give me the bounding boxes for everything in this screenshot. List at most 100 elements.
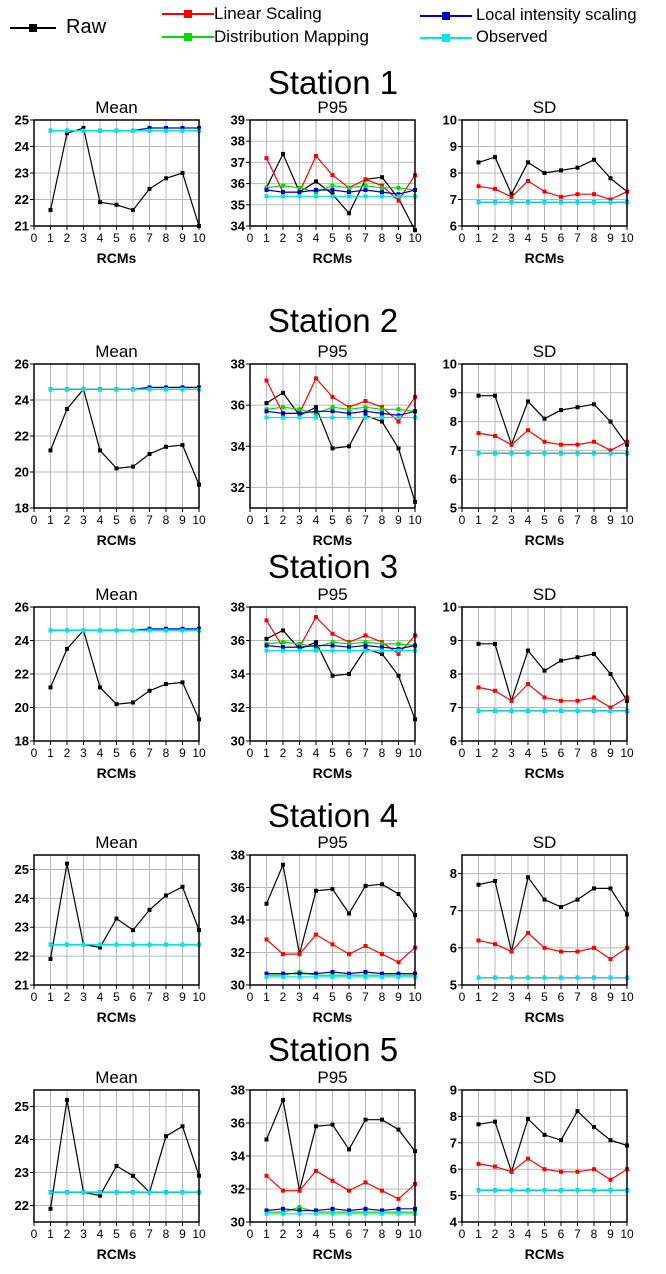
data-point-local-intensity-scaling [314,187,318,192]
data-point-local-intensity-scaling [347,971,351,976]
x-tick-label: 1 [47,990,54,1004]
series-line-raw [478,156,628,196]
data-point-raw [592,651,596,656]
data-point-raw [131,928,135,933]
x-tick-label: 8 [591,513,598,527]
data-point-linear-scaling [526,428,530,433]
y-tick-label: 39 [231,113,245,128]
x-tick-label: 7 [362,990,369,1004]
data-point-observed [509,451,514,456]
x-tick-label: 4 [313,231,320,245]
data-point-local-intensity-scaling [297,1208,302,1213]
data-point-observed [526,975,530,980]
data-point-raw [542,171,547,175]
data-point-linear-scaling [559,194,563,199]
x-tick-label: 6 [130,1227,137,1241]
x-tick-label: 7 [362,1227,369,1241]
x-tick-label: 2 [280,746,287,760]
data-point-linear-scaling [509,194,514,199]
data-point-linear-scaling [380,405,384,410]
data-point-local-intensity-scaling [347,645,351,650]
data-point-observed [526,1188,530,1193]
x-tick-label: 0 [247,1227,254,1241]
x-tick-label: 3 [80,990,87,1004]
data-point-raw [396,1127,401,1132]
data-point-observed [264,415,269,420]
x-tick-label: 8 [163,1227,170,1241]
data-point-observed [281,648,285,653]
data-point-observed [297,415,302,420]
data-point-linear-scaling [363,944,368,948]
data-point-observed [180,387,185,392]
data-point-distribution-mapping [396,185,401,190]
legend-marker-observed [442,34,450,42]
data-point-linear-scaling [363,177,368,182]
data-point-linear-scaling [526,682,530,687]
x-tick-label: 2 [280,1227,287,1241]
series-line-raw [49,1099,200,1209]
data-point-raw [363,883,368,888]
x-tick-label: 3 [296,513,303,527]
data-point-observed [396,974,401,979]
data-point-observed [65,387,69,392]
data-point-observed [81,128,86,133]
x-tick-label: 10 [620,513,634,527]
data-point-local-intensity-scaling [147,125,152,130]
data-point-linear-scaling [559,1169,563,1174]
data-point-distribution-mapping [347,641,351,646]
data-point-distribution-mapping [363,640,368,645]
data-point-observed [476,1188,481,1193]
x-tick-label: 9 [179,746,186,760]
x-tick-label: 10 [192,231,206,245]
data-point-local-intensity-scaling [347,190,351,195]
x-tick-label: 4 [97,513,104,527]
data-point-distribution-mapping [396,407,401,412]
panel-title: SD [533,342,557,361]
x-tick-label: 8 [591,1227,598,1241]
data-point-linear-scaling [380,183,384,188]
data-point-local-intensity-scaling [363,187,368,192]
data-point-raw [131,464,135,469]
x-tick-label: 9 [179,231,186,245]
data-point-distribution-mapping [347,185,351,190]
data-point-observed [608,200,613,205]
y-tick-label: 34 [231,219,246,234]
data-point-distribution-mapping [264,407,269,412]
x-tick-label: 4 [313,990,320,1004]
x-axis-label: RCMs [525,250,565,266]
x-tick-label: 2 [280,231,287,245]
panel-title: P95 [317,1068,347,1087]
data-point-linear-scaling [493,942,497,947]
x-tick-label: 1 [475,231,482,245]
y-tick-label: 24 [15,1132,30,1147]
x-tick-label: 0 [459,1227,466,1241]
data-point-observed [380,415,384,420]
x-tick-label: 4 [525,1227,532,1241]
x-tick-label: 2 [64,513,71,527]
data-point-raw [147,688,152,693]
panel-title: P95 [317,98,347,117]
data-point-observed [575,200,580,205]
data-point-observed [180,128,185,133]
series-line-linear-scaling [478,683,628,709]
x-axis-label: RCMs [525,1246,565,1262]
data-point-local-intensity-scaling [396,1206,401,1211]
x-axis-label: RCMs [525,765,565,781]
x-tick-label: 7 [362,746,369,760]
data-point-distribution-mapping [330,183,335,188]
legend-label-observed: Observed [476,28,548,46]
data-point-observed [559,451,563,456]
x-tick-label: 5 [541,1227,548,1241]
series-line-linear-scaling [266,933,416,964]
data-point-raw [396,446,401,451]
y-tick-label: 30 [231,978,245,993]
x-tick-label: 7 [146,990,153,1004]
data-point-raw [264,401,269,406]
data-point-local-intensity-scaling [297,971,302,976]
y-tick-label: 6 [450,472,457,487]
data-point-linear-scaling [608,197,613,202]
data-point-raw [330,1122,335,1127]
data-point-observed [526,200,530,205]
data-point-observed [608,451,613,456]
